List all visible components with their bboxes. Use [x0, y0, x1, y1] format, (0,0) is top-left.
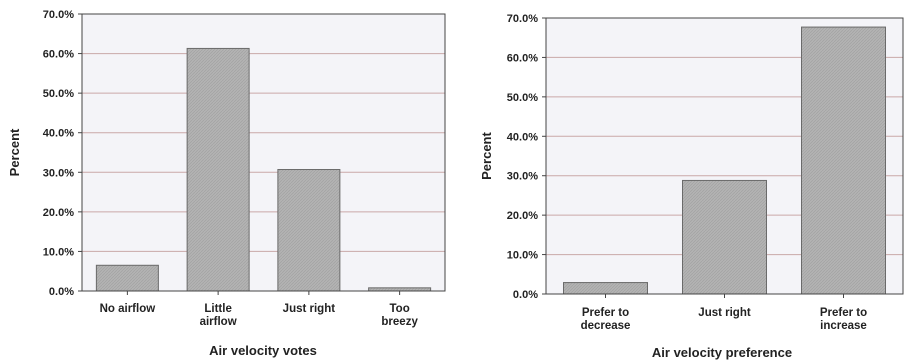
x-tick-label: No airflow — [100, 303, 156, 315]
y-tick-label: 50.0% — [43, 88, 74, 100]
y-tick-label: 20.0% — [507, 210, 538, 222]
y-axis-title: Percent — [7, 128, 22, 176]
y-tick-label: 30.0% — [43, 167, 74, 179]
plot-frame — [545, 17, 904, 295]
x-tick-label: Little airflow — [200, 303, 237, 328]
y-tick-label: 60.0% — [43, 49, 74, 61]
bar — [186, 47, 250, 292]
y-tick-label: 50.0% — [507, 92, 538, 104]
y-tick-label: 60.0% — [507, 52, 538, 64]
bar — [95, 264, 159, 292]
bar — [277, 169, 341, 292]
x-tick-label: Prefer to decrease — [581, 307, 631, 332]
y-tick-label: 30.0% — [507, 171, 538, 183]
plot-area — [82, 14, 445, 291]
y-axis-title: Percent — [479, 131, 494, 179]
bar — [801, 26, 886, 295]
bar — [682, 179, 767, 295]
x-tick-label: Just right — [698, 307, 751, 319]
y-tick-label: 0.0% — [513, 289, 538, 301]
right-chart-panel: 0.0% 10.0% 20.0% 30.0% 40.0% 50.0% 60.0% 70.0% P… — [479, 13, 904, 360]
left-chart-panel: 0.0% 10.0% 20.0% 30.0% 40.0% 50.0% 60.0% 70.0% N… — [7, 9, 446, 358]
y-tick-label: 10.0% — [507, 250, 538, 262]
x-tick-label: Prefer to increase — [820, 307, 867, 332]
y-tick-label: 70.0% — [507, 13, 538, 25]
plot-frame — [81, 13, 446, 292]
bar — [563, 282, 648, 295]
y-tick-label: 0.0% — [49, 286, 74, 298]
x-axis-title: Air velocity preference — [652, 345, 792, 360]
y-tick-label: 10.0% — [43, 246, 74, 258]
x-tick-label: Too breezy — [381, 303, 418, 328]
x-tick-label: Just right — [283, 303, 336, 315]
y-tick-label: 70.0% — [43, 9, 74, 21]
y-tick-label: 20.0% — [43, 207, 74, 219]
x-axis-title: Air velocity votes — [209, 343, 317, 358]
y-tick-label: 40.0% — [43, 128, 74, 140]
y-tick-label: 40.0% — [507, 131, 538, 143]
